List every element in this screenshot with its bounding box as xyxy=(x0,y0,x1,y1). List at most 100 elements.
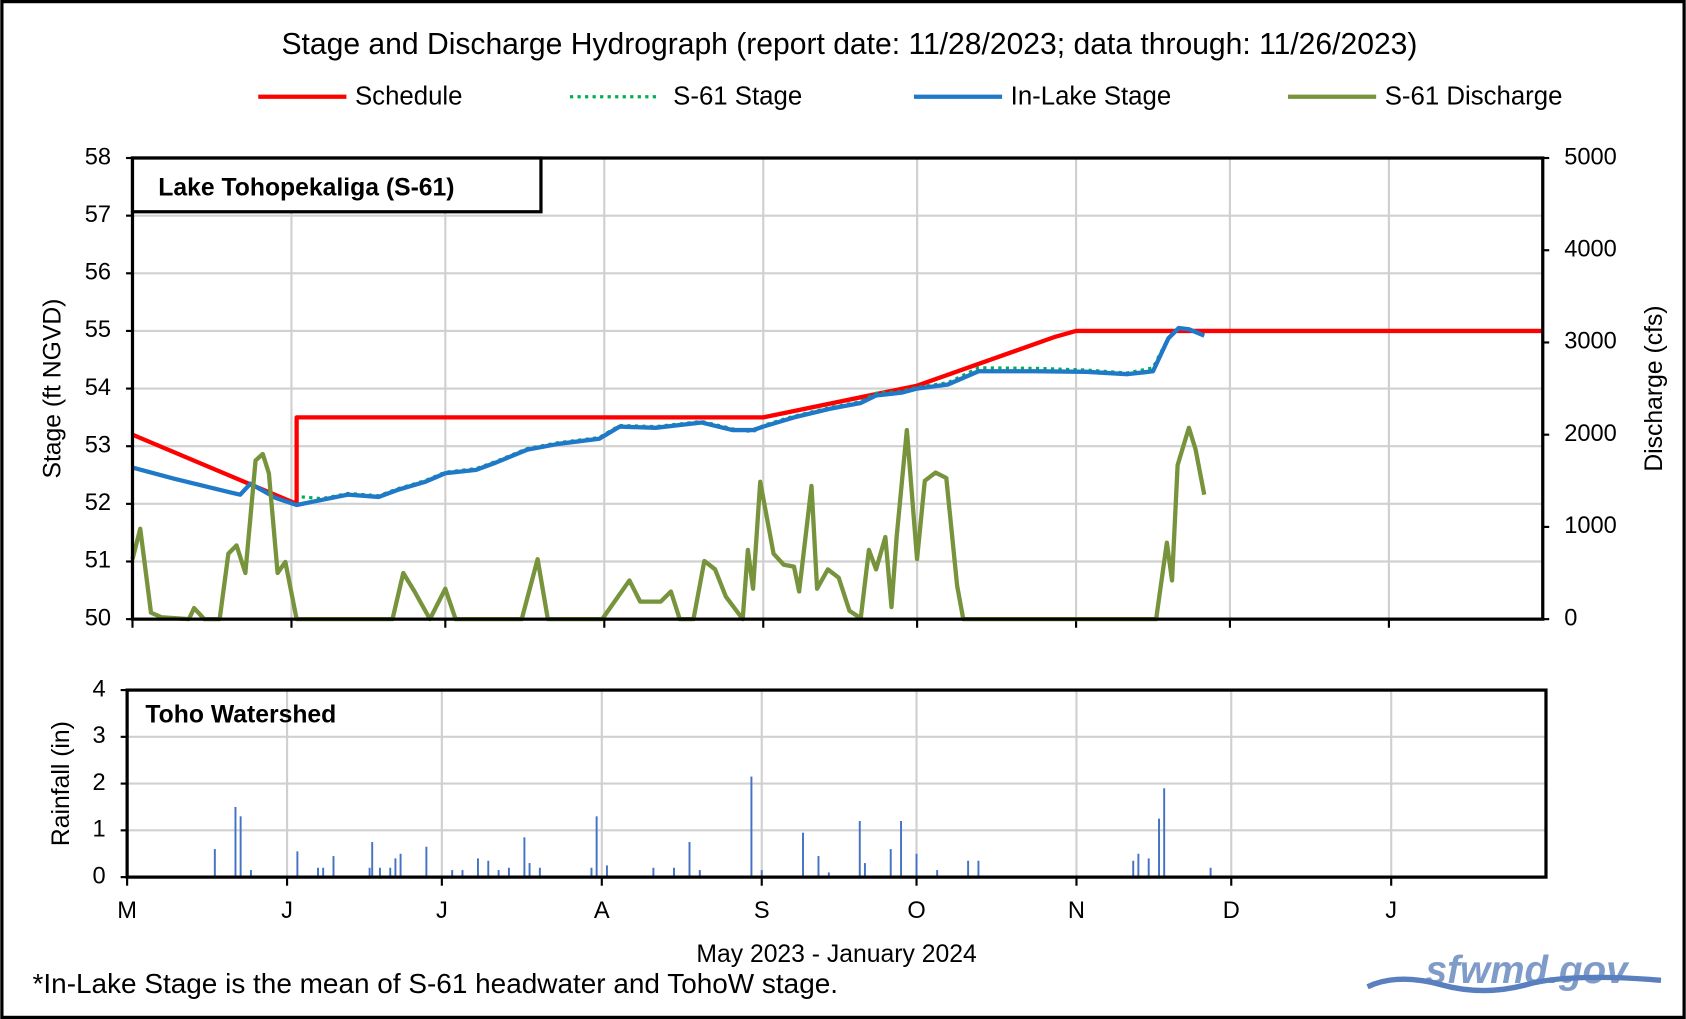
rain-bar xyxy=(827,872,830,878)
rain-bar xyxy=(213,849,216,878)
rain-bar xyxy=(936,870,939,878)
x-tick-label: A xyxy=(594,898,610,924)
plot-frame xyxy=(125,688,1548,879)
rain-bar xyxy=(451,870,454,878)
x-tick-label: D xyxy=(1223,898,1240,924)
y2-tick-label: 4000 xyxy=(1564,236,1617,262)
series-line xyxy=(131,325,1206,508)
rain-bar xyxy=(605,865,608,878)
rain-bar xyxy=(590,867,593,878)
y-tick-label: 3 xyxy=(92,723,105,749)
rain-bar xyxy=(750,776,753,878)
y-tick-label: 54 xyxy=(85,375,111,401)
rain-bar xyxy=(399,853,402,878)
rain-bar xyxy=(1137,853,1140,878)
rain-bar xyxy=(425,846,428,878)
inset-box xyxy=(130,156,543,214)
y2-tick-label: 0 xyxy=(1564,605,1577,631)
rain-bar xyxy=(1147,858,1150,878)
y-tick-label: 58 xyxy=(85,144,111,170)
plot-frame xyxy=(130,156,1545,621)
rain-bar xyxy=(915,853,918,878)
rain-bar xyxy=(977,860,980,878)
rain-bar xyxy=(476,858,479,878)
x-tick-label: O xyxy=(907,898,925,924)
y-tick-label: 1 xyxy=(92,817,105,843)
rain-bar xyxy=(497,870,500,878)
y2-axis-label: Discharge (cfs) xyxy=(1641,305,1668,471)
y2-tick-label: 5000 xyxy=(1564,144,1617,170)
legend-label: In-Lake Stage xyxy=(1011,83,1172,111)
x-axis-label: May 2023 - January 2024 xyxy=(696,941,977,968)
rain-bar xyxy=(1163,788,1166,878)
y-tick-label: 2 xyxy=(92,770,105,796)
rain-bar xyxy=(1209,867,1212,878)
inset-label: Lake Tohopekaliga (S-61) xyxy=(158,175,454,202)
series-line xyxy=(130,425,1207,622)
rain-bar xyxy=(322,867,325,878)
rain-bar xyxy=(371,842,374,878)
inset-label: Toho Watershed xyxy=(145,701,336,728)
rain-bar xyxy=(802,832,804,878)
y-tick-label: 50 xyxy=(85,605,111,631)
rain-bar xyxy=(1158,818,1160,878)
rain-bar xyxy=(507,867,510,878)
y-tick-label: 56 xyxy=(85,260,111,286)
x-tick-label: J xyxy=(281,898,293,924)
y-axis-label: Stage (ft NGVD) xyxy=(40,299,67,479)
y2-tick-label: 3000 xyxy=(1564,329,1617,355)
rain-bar xyxy=(652,867,655,878)
y-tick-label: 4 xyxy=(92,676,105,702)
legend-label: Schedule xyxy=(355,83,463,111)
rain-bar xyxy=(523,837,526,878)
rainfall-plot: 0 1 2 3 4 M J J A S O N D J Toho Watershed Rainfall (in… xyxy=(48,676,1548,968)
rain-bar xyxy=(487,860,490,878)
rain-bar xyxy=(900,821,903,878)
x-tick-label: M xyxy=(117,898,137,924)
rain-bar xyxy=(863,863,866,878)
rain-bar xyxy=(332,856,335,878)
rain-bar xyxy=(394,858,397,878)
rain-bar xyxy=(538,867,541,878)
legend-label: S-61 Discharge xyxy=(1385,83,1563,111)
y-tick-label: 53 xyxy=(85,432,111,458)
rain-bar xyxy=(528,863,531,878)
series-line xyxy=(131,328,1543,507)
y-tick-label: 51 xyxy=(85,548,111,574)
rain-bar xyxy=(249,870,252,878)
rain-bar xyxy=(296,851,299,878)
chart-title: Stage and Discharge Hydrograph (report d… xyxy=(281,28,1417,61)
x-tick-label: J xyxy=(1385,898,1397,924)
rain-bar xyxy=(817,856,820,878)
y-tick-label: 55 xyxy=(85,317,111,343)
y2-tick-label: 2000 xyxy=(1564,421,1617,447)
rain-bar xyxy=(1132,860,1135,878)
x-tick-label: J xyxy=(436,898,448,924)
rain-bar xyxy=(368,867,371,878)
rain-bar xyxy=(378,867,381,878)
y-axis-label: Rainfall (in) xyxy=(48,721,75,846)
rain-bar xyxy=(234,806,237,878)
logo-wave xyxy=(1366,974,1662,994)
x-tick-label: N xyxy=(1068,898,1085,924)
rain-bar xyxy=(967,860,970,878)
rain-bar xyxy=(673,867,675,878)
rain-bar xyxy=(858,821,861,878)
legend-label: S-61 Stage xyxy=(673,83,802,111)
y2-tick-label: 1000 xyxy=(1564,513,1617,539)
rain-bar xyxy=(239,816,242,878)
rain-bar xyxy=(698,870,701,878)
footnote: *In-Lake Stage is the mean of S-61 headw… xyxy=(33,968,839,999)
rain-bar xyxy=(760,870,763,878)
rain-bar xyxy=(688,842,691,878)
rain-bar xyxy=(461,870,464,878)
stage-plot: 50 51 52 53 54 55 56 57 58 0 1000 2000 3000 4000 5000 L… xyxy=(40,144,1669,631)
y-tick-label: 52 xyxy=(85,490,111,516)
rain-bar xyxy=(595,816,598,878)
y-tick-label: 57 xyxy=(85,202,111,228)
y-tick-label: 0 xyxy=(92,863,105,889)
rain-bar xyxy=(889,849,892,878)
x-tick-label: S xyxy=(754,898,770,924)
